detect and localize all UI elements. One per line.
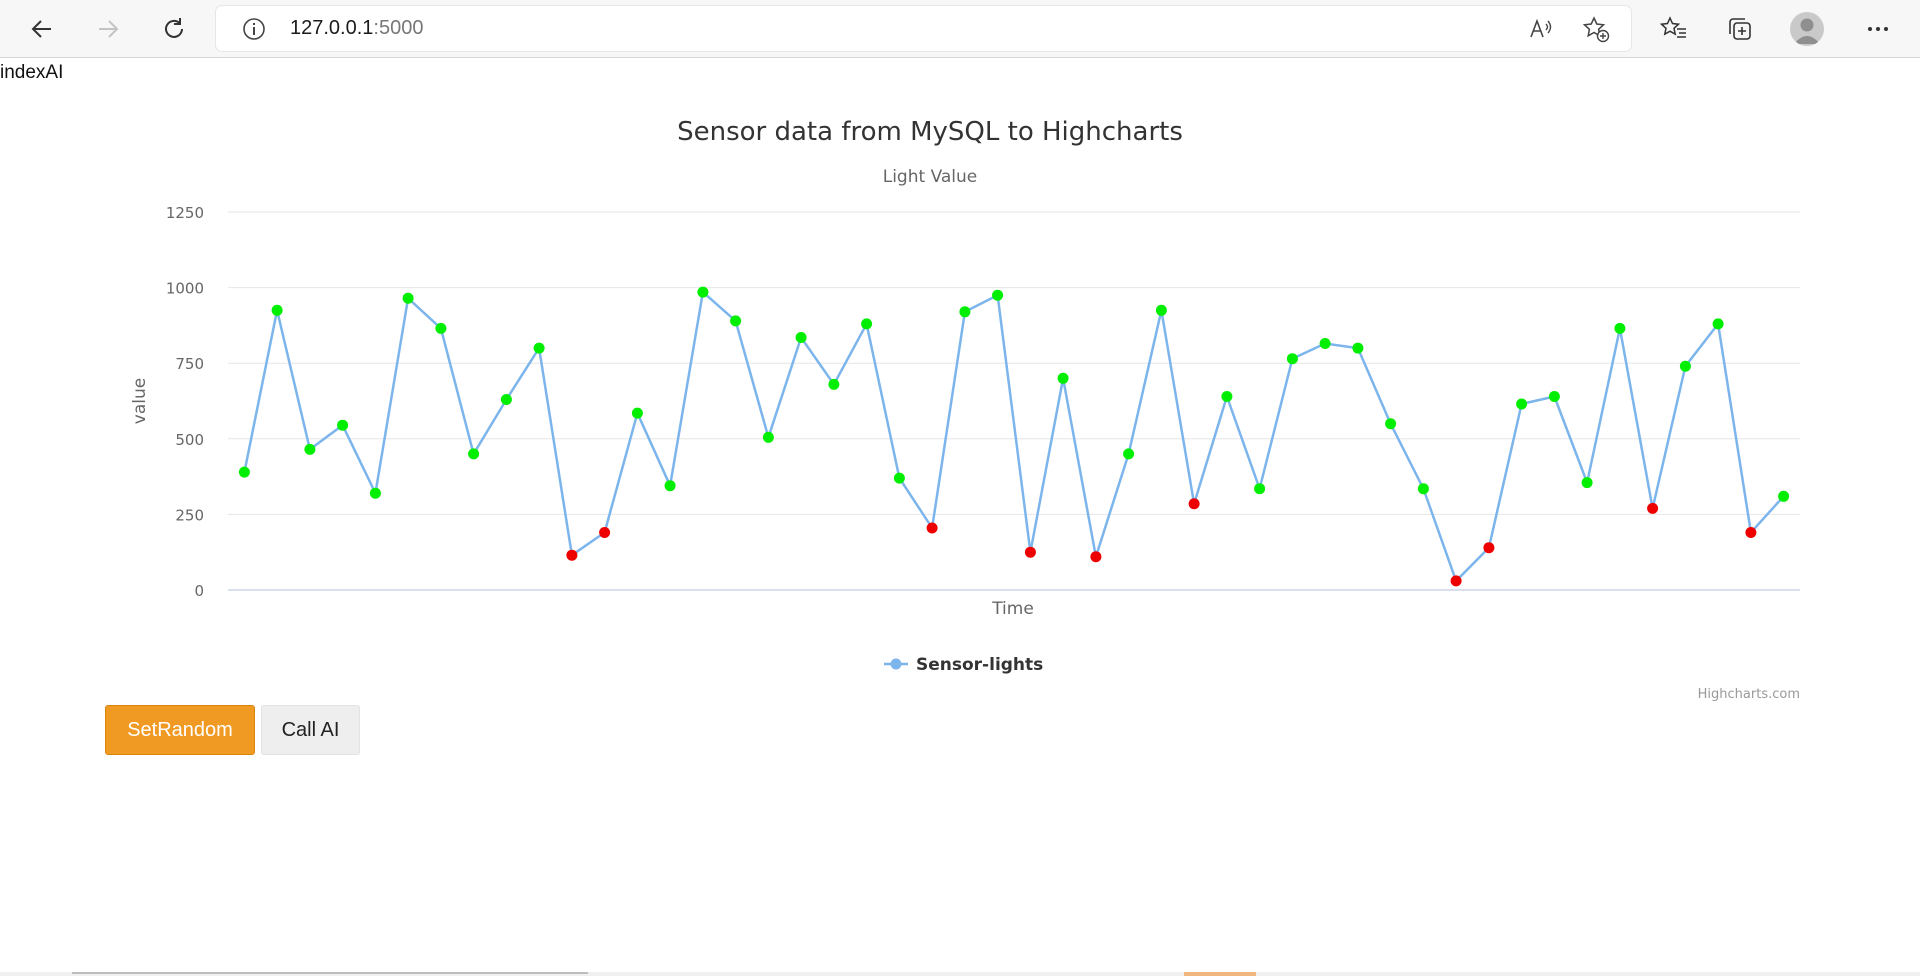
refresh-button[interactable] bbox=[152, 8, 196, 50]
data-point[interactable] bbox=[1483, 542, 1495, 554]
data-point[interactable] bbox=[664, 480, 676, 492]
collections-icon bbox=[1729, 18, 1751, 40]
y-tick-label: 750 bbox=[175, 355, 204, 373]
data-point[interactable] bbox=[1712, 318, 1724, 330]
legend-marker bbox=[890, 658, 902, 670]
back-button[interactable] bbox=[20, 8, 64, 50]
bottom-strip bbox=[0, 972, 1920, 976]
data-point[interactable] bbox=[533, 342, 545, 354]
y-tick-label: 1250 bbox=[166, 204, 204, 222]
data-point[interactable] bbox=[500, 394, 512, 405]
address-bar[interactable]: 127.0.0.1:5000 bbox=[216, 6, 1631, 51]
forward-icon bbox=[99, 20, 119, 38]
data-point[interactable] bbox=[402, 292, 414, 304]
refresh-icon bbox=[165, 18, 183, 38]
data-point[interactable] bbox=[1385, 418, 1397, 430]
data-point[interactable] bbox=[1155, 304, 1167, 316]
y-tick-label: 0 bbox=[194, 582, 204, 600]
data-point[interactable] bbox=[1254, 483, 1266, 495]
legend-label: Sensor-lights bbox=[916, 655, 1043, 675]
data-point[interactable] bbox=[697, 286, 709, 298]
data-point[interactable] bbox=[238, 466, 250, 478]
data-point[interactable] bbox=[1778, 490, 1790, 502]
data-point[interactable] bbox=[1647, 502, 1659, 514]
data-point[interactable] bbox=[1024, 546, 1036, 558]
data-point[interactable] bbox=[1745, 527, 1757, 538]
data-point[interactable] bbox=[795, 332, 807, 343]
y-axis-title: value bbox=[130, 378, 150, 424]
data-point[interactable] bbox=[1352, 342, 1364, 354]
data-point[interactable] bbox=[992, 289, 1004, 301]
data-points bbox=[238, 286, 1790, 587]
y-tick-label: 1000 bbox=[166, 280, 204, 298]
data-point[interactable] bbox=[893, 472, 905, 484]
chart-credits[interactable]: Highcharts.com bbox=[1698, 687, 1800, 702]
data-point[interactable] bbox=[566, 549, 578, 561]
data-point[interactable] bbox=[926, 522, 938, 534]
back-icon bbox=[31, 20, 51, 38]
profile-icon bbox=[1794, 18, 1820, 44]
data-point[interactable] bbox=[730, 315, 742, 327]
data-point[interactable] bbox=[1123, 448, 1135, 460]
add-favorite-icon[interactable] bbox=[1582, 15, 1610, 48]
chart-title: Sensor data from MySQL to Highcharts bbox=[677, 117, 1183, 147]
url-text[interactable]: 127.0.0.1:5000 bbox=[290, 6, 423, 51]
data-point[interactable] bbox=[1090, 551, 1102, 563]
site-info-icon[interactable] bbox=[242, 17, 266, 46]
data-point[interactable] bbox=[1188, 498, 1200, 510]
bottom-strip-highlight bbox=[1184, 972, 1256, 976]
y-axis-ticks: 0 250 500 750 1000 1250 bbox=[166, 204, 204, 600]
data-point[interactable] bbox=[762, 431, 774, 443]
data-point[interactable] bbox=[1417, 483, 1429, 495]
forward-button[interactable] bbox=[86, 8, 130, 50]
data-point[interactable] bbox=[369, 487, 381, 499]
data-point[interactable] bbox=[1548, 391, 1560, 402]
data-point[interactable] bbox=[1057, 372, 1069, 384]
call-ai-button[interactable]: Call AI bbox=[261, 705, 360, 755]
data-point[interactable] bbox=[1221, 391, 1233, 402]
series-line-sensor-lights bbox=[243, 289, 1785, 584]
data-point[interactable] bbox=[1516, 398, 1528, 410]
grid-lines bbox=[228, 211, 1800, 515]
data-point[interactable] bbox=[828, 378, 840, 390]
chart-subtitle: Light Value bbox=[883, 167, 978, 187]
browser-toolbar: 127.0.0.1:5000 bbox=[0, 0, 1920, 58]
bottom-strip-segment bbox=[72, 972, 588, 974]
data-point[interactable] bbox=[631, 407, 643, 419]
data-point[interactable] bbox=[1319, 338, 1331, 349]
page-label: indexAI bbox=[0, 62, 64, 83]
chart-container: Sensor data from MySQL to Highcharts Lig… bbox=[0, 90, 1920, 710]
data-point[interactable] bbox=[1581, 477, 1593, 489]
url-host: 127.0.0.1 bbox=[290, 17, 374, 39]
more-icon bbox=[1868, 27, 1888, 31]
data-point[interactable] bbox=[1450, 575, 1462, 587]
collections-button[interactable] bbox=[1718, 8, 1762, 50]
read-aloud-icon[interactable] bbox=[1528, 16, 1554, 47]
x-axis-title: Time bbox=[991, 599, 1034, 619]
data-point[interactable] bbox=[861, 318, 873, 330]
url-port: :5000 bbox=[373, 17, 424, 39]
sensor-chart: Sensor data from MySQL to Highcharts Lig… bbox=[130, 117, 1800, 702]
set-random-button[interactable]: SetRandom bbox=[105, 705, 255, 755]
data-point[interactable] bbox=[271, 304, 283, 316]
data-point[interactable] bbox=[1286, 353, 1298, 365]
favorites-icon bbox=[1660, 16, 1686, 38]
data-point[interactable] bbox=[304, 443, 316, 455]
profile-avatar[interactable] bbox=[1790, 12, 1824, 46]
data-point[interactable] bbox=[1614, 322, 1626, 334]
legend-item-sensor-lights[interactable]: Sensor-lights bbox=[884, 655, 1043, 675]
data-point[interactable] bbox=[468, 448, 480, 460]
data-point[interactable] bbox=[1679, 360, 1691, 372]
data-point[interactable] bbox=[435, 322, 447, 334]
y-tick-label: 250 bbox=[175, 506, 204, 524]
more-button[interactable] bbox=[1856, 8, 1900, 50]
data-point[interactable] bbox=[959, 306, 971, 318]
data-point[interactable] bbox=[337, 419, 349, 431]
favorites-button[interactable] bbox=[1652, 8, 1696, 50]
y-tick-label: 500 bbox=[175, 431, 204, 449]
data-point[interactable] bbox=[599, 527, 611, 538]
